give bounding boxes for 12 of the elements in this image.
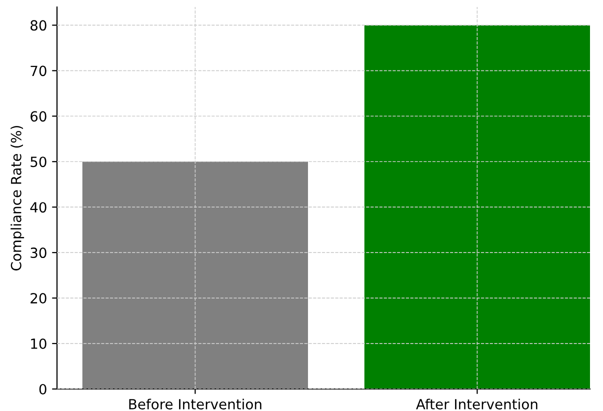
- y-tick-label: 30: [30, 248, 46, 258]
- y-tick-label: 70: [30, 66, 46, 76]
- y-tick-label: 60: [30, 111, 46, 122]
- y-tick-label: 10: [31, 338, 46, 349]
- y-tick-label: 50: [30, 156, 46, 168]
- y-axis-title: Compliance Rate (%): [10, 126, 24, 270]
- x-tick-label: Before Intervention: [129, 398, 262, 410]
- x-tick-label: After Intervention: [416, 398, 538, 410]
- y-tick-label: 40: [30, 202, 46, 213]
- y-tick-label: 0: [39, 384, 46, 394]
- y-tick-label: 80: [30, 20, 46, 31]
- y-tick-label: 20: [30, 293, 46, 304]
